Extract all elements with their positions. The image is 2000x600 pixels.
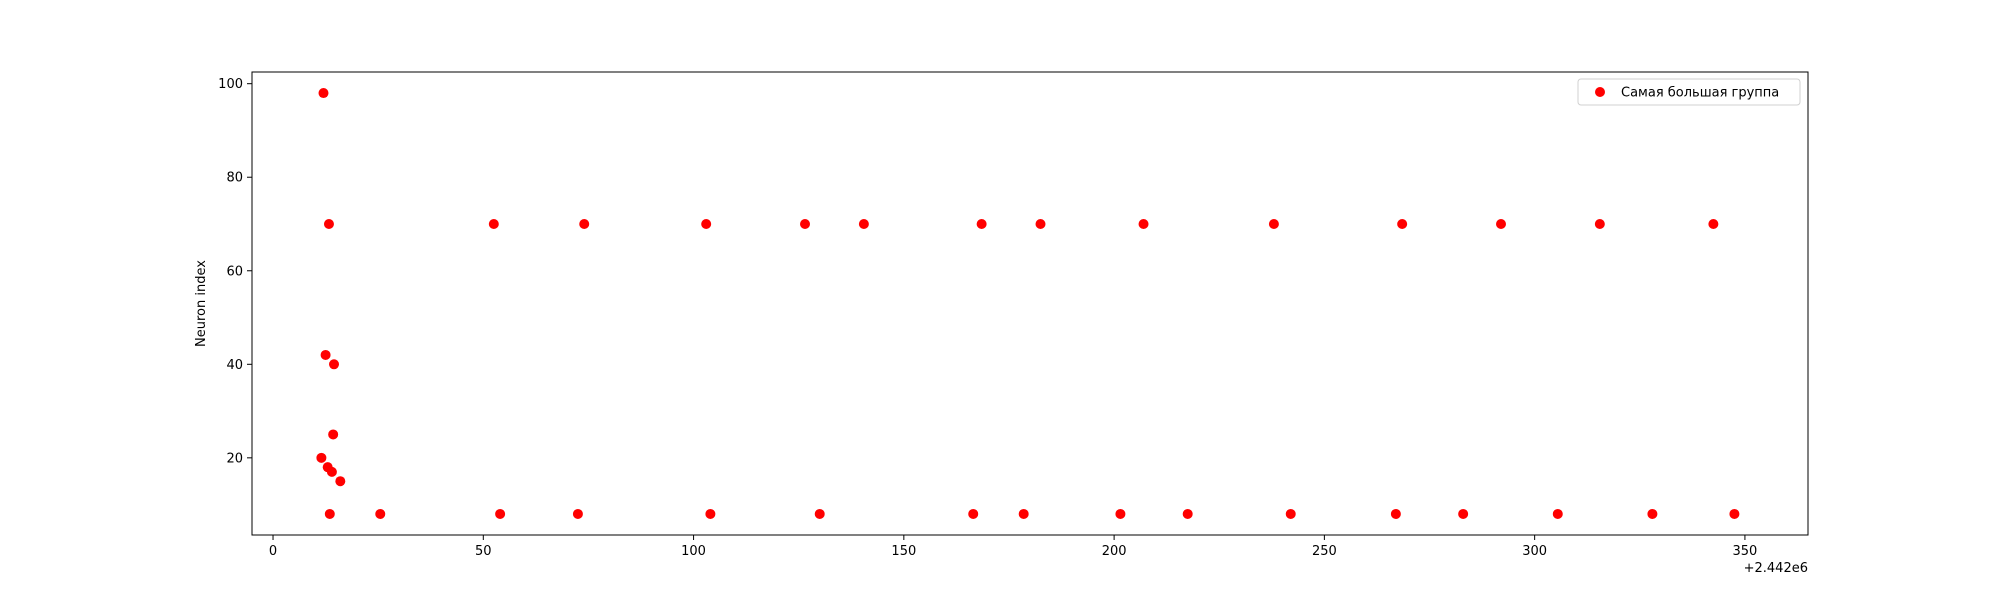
data-point xyxy=(1397,218,1408,229)
data-point xyxy=(800,218,811,229)
axes-frame xyxy=(251,71,1809,536)
data-point xyxy=(1182,508,1193,519)
data-point xyxy=(1594,218,1605,229)
legend-box xyxy=(1577,78,1801,106)
data-point xyxy=(326,466,337,477)
data-point xyxy=(375,508,386,519)
x-tick-label: 250 xyxy=(1312,544,1337,559)
data-point xyxy=(329,359,340,370)
data-point xyxy=(1708,218,1719,229)
y-tick-label: 80 xyxy=(226,171,243,186)
data-point xyxy=(579,218,590,229)
data-point xyxy=(1115,508,1126,519)
x-tick-label: 0 xyxy=(269,544,277,559)
y-tick-label: 100 xyxy=(218,77,243,92)
x-tick-label: 50 xyxy=(475,544,492,559)
x-tick-label: 150 xyxy=(891,544,916,559)
data-point xyxy=(1729,508,1740,519)
data-point xyxy=(1018,508,1029,519)
data-point xyxy=(814,508,825,519)
data-point xyxy=(316,452,327,463)
data-point xyxy=(1390,508,1401,519)
data-point xyxy=(1647,508,1658,519)
legend-label: Самая большая группа xyxy=(1621,86,1779,101)
x-tick-label: 200 xyxy=(1102,544,1127,559)
data-point xyxy=(1035,218,1046,229)
data-point xyxy=(968,508,979,519)
data-point xyxy=(572,508,583,519)
axis-ticks: 0 50 100 150 200 250 300 350 20 40 60 80 100 xyxy=(218,77,1757,559)
data-point xyxy=(488,218,499,229)
data-point xyxy=(1285,508,1296,519)
data-point xyxy=(495,508,506,519)
x-tick-label: 100 xyxy=(681,544,706,559)
data-point xyxy=(335,476,346,487)
data-point xyxy=(328,429,339,440)
data-point xyxy=(858,218,869,229)
data-point xyxy=(1138,218,1149,229)
x-tick-label: 350 xyxy=(1733,544,1758,559)
y-tick-label: 40 xyxy=(226,358,243,373)
data-point xyxy=(1268,218,1279,229)
data-point xyxy=(323,218,334,229)
data-point xyxy=(1458,508,1469,519)
x-axis-offset-label: +2.442e6 xyxy=(1744,561,1808,576)
data-point xyxy=(1496,218,1507,229)
data-point xyxy=(320,349,331,360)
data-point xyxy=(976,218,987,229)
data-point xyxy=(1552,508,1563,519)
y-tick-label: 60 xyxy=(226,264,243,279)
data-point xyxy=(701,218,712,229)
data-point xyxy=(318,88,329,99)
legend-marker xyxy=(1595,87,1605,97)
legend: Самая большая группа xyxy=(1577,78,1801,106)
x-tick-label: 300 xyxy=(1522,544,1547,559)
data-point xyxy=(705,508,716,519)
y-axis-label: Neuron index xyxy=(194,260,209,347)
data-point xyxy=(324,508,335,519)
plot-area xyxy=(251,71,1809,536)
y-tick-label: 20 xyxy=(226,451,243,466)
